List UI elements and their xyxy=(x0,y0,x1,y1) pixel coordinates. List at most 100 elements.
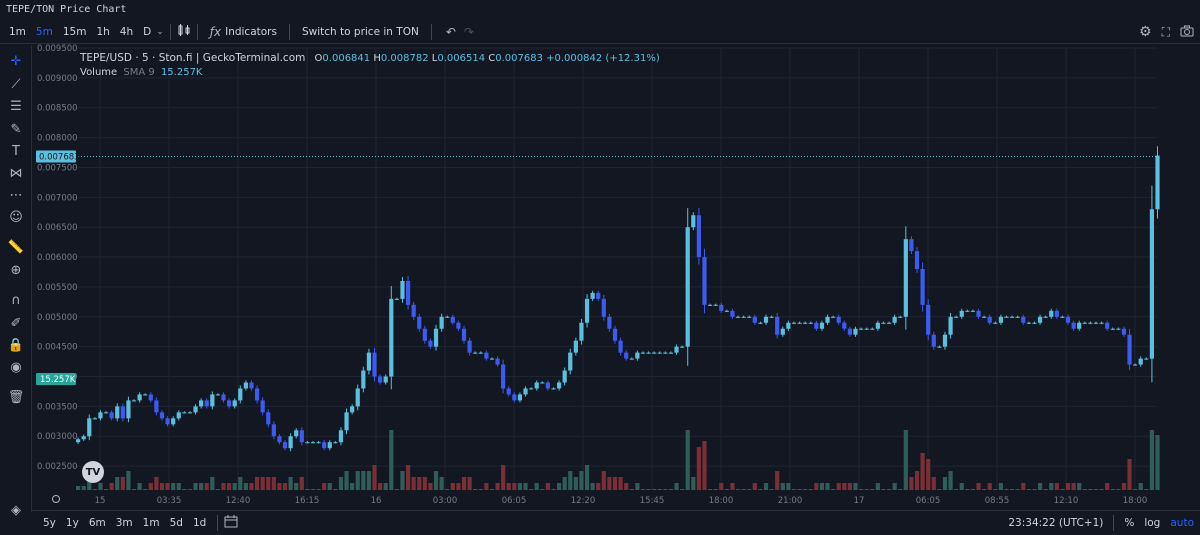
volume-bar xyxy=(529,489,534,490)
volume-bar xyxy=(456,483,461,490)
timeframe-4h[interactable]: 4h xyxy=(119,25,134,38)
candle-body xyxy=(411,304,416,317)
candle-body xyxy=(663,352,668,354)
candle-body xyxy=(221,394,226,401)
timeframe-5m[interactable]: 5m xyxy=(35,25,53,38)
candle-body xyxy=(182,412,187,414)
timeframe-1h[interactable]: 1h xyxy=(96,25,110,38)
candle-body xyxy=(1043,316,1048,318)
lock-icon[interactable]: 🔒 xyxy=(7,337,25,353)
prediction-icon[interactable]: ⋯ xyxy=(9,187,23,203)
text-icon[interactable]: T xyxy=(12,143,20,159)
candle-body xyxy=(405,280,411,305)
percent-toggle[interactable]: % xyxy=(1124,517,1135,529)
candle-body xyxy=(909,239,914,252)
x-tick-label: 03:00 xyxy=(433,496,458,506)
price-chart[interactable]: 0.009500 0.009000 0.008500 0.008000 0.007500… xyxy=(32,44,1200,510)
candle-body xyxy=(825,316,830,323)
ruler-icon[interactable]: 📏 xyxy=(7,239,25,255)
candle-body xyxy=(635,352,640,359)
candle-body xyxy=(1099,322,1104,324)
volume-bar xyxy=(808,489,813,490)
emoji-icon[interactable]: ☺ xyxy=(9,209,23,225)
volume-bar xyxy=(724,489,729,490)
candle-body xyxy=(803,322,808,324)
undo-icon[interactable]: ↶ xyxy=(445,24,456,39)
candle-body xyxy=(1021,316,1026,323)
range-3m[interactable]: 3m xyxy=(115,516,133,529)
redo-icon[interactable]: ↷ xyxy=(463,24,474,39)
auto-toggle[interactable]: auto xyxy=(1170,517,1194,529)
x-tick-label: 12:10 xyxy=(1054,496,1079,506)
volume-bar xyxy=(148,483,153,490)
volume-bar xyxy=(76,486,81,490)
range-1y[interactable]: 1y xyxy=(65,516,79,529)
range-6m[interactable]: 6m xyxy=(88,516,106,529)
volume-bar xyxy=(909,477,914,490)
timeframe-1m[interactable]: 1m xyxy=(9,25,26,38)
chevron-down-icon[interactable]: ⌄ xyxy=(156,26,164,37)
crosshair-icon[interactable]: ✛ xyxy=(10,53,22,69)
calendar-range-icon[interactable] xyxy=(224,514,238,531)
volume-bar xyxy=(965,489,970,490)
horizontal-lines-icon[interactable]: ☰ xyxy=(10,98,22,114)
volume-bar xyxy=(450,483,455,490)
volume-bar xyxy=(618,477,623,490)
log-toggle[interactable]: log xyxy=(1144,517,1161,529)
volume-bar xyxy=(1049,483,1054,490)
y-tick-label: 0.006500 xyxy=(37,223,78,233)
volume-bar xyxy=(171,483,176,490)
candle-body xyxy=(836,316,841,323)
eye-icon[interactable]: ◉ xyxy=(10,359,22,375)
timeframe-D[interactable]: D xyxy=(143,25,152,38)
toolbar-divider xyxy=(196,23,198,40)
candle-body xyxy=(926,304,931,335)
range-1m[interactable]: 1m xyxy=(142,516,160,529)
volume-bar xyxy=(126,471,131,490)
volume-bar xyxy=(143,489,148,490)
range-1d[interactable]: 1d xyxy=(192,516,207,529)
tradingview-logo[interactable]: TV xyxy=(82,461,104,483)
pattern-icon[interactable]: ⋈ xyxy=(9,165,23,181)
brush-icon[interactable]: ✎ xyxy=(10,121,22,137)
y-tick-label: 0.009500 xyxy=(37,44,78,54)
candle-body xyxy=(389,298,394,377)
candle-body xyxy=(540,382,545,384)
candle-body xyxy=(1121,328,1127,335)
candle-body xyxy=(942,334,948,347)
fullscreen-icon[interactable]: ⛶ xyxy=(1161,24,1170,39)
volume-bar xyxy=(305,489,310,490)
candle-body xyxy=(657,352,662,354)
volume-bar xyxy=(926,459,931,490)
range-5y[interactable]: 5y xyxy=(43,516,56,529)
x-tick-label: 06:05 xyxy=(916,496,941,506)
layers-icon[interactable]: ◈ xyxy=(11,502,21,518)
indicators-button[interactable]: ƒx Indicators xyxy=(204,25,283,39)
trend-line-icon[interactable]: ⟋ xyxy=(11,76,21,92)
candle-type-icon[interactable] xyxy=(177,23,191,40)
volume-bar xyxy=(551,489,556,490)
x-tick-label: 06:05 xyxy=(502,496,527,506)
gear-icon[interactable]: ⚙ xyxy=(1139,24,1152,40)
trash-icon[interactable]: 🗑 xyxy=(7,389,25,405)
volume-bar xyxy=(461,477,467,490)
magnet-icon[interactable]: ∩ xyxy=(11,292,21,308)
candle-body xyxy=(819,322,825,329)
volume-bar xyxy=(372,465,377,490)
volume-bar xyxy=(987,483,992,490)
range-5d[interactable]: 5d xyxy=(169,516,183,529)
volume-bar xyxy=(1127,459,1132,490)
candle-body xyxy=(652,352,657,354)
x-tick-label: 16:15 xyxy=(295,496,320,506)
volume-bar xyxy=(914,471,920,490)
volume-bar xyxy=(322,483,327,490)
candle-body xyxy=(1088,322,1093,324)
candle-body xyxy=(305,442,310,444)
switch-price-button[interactable]: Switch to price in TON xyxy=(301,25,419,38)
volume-bar xyxy=(668,489,674,490)
timeframe-15m[interactable]: 15m xyxy=(62,25,87,38)
lock-drawing-icon[interactable]: ✐ xyxy=(10,315,22,331)
volume-bar xyxy=(137,483,142,490)
camera-icon[interactable] xyxy=(1180,25,1194,40)
zoom-in-icon[interactable]: ⊕ xyxy=(10,262,22,278)
